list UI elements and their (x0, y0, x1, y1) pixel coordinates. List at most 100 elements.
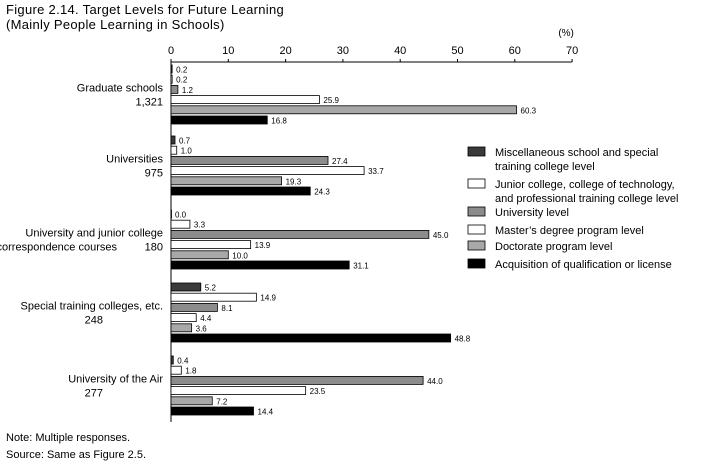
bar (170, 396, 213, 406)
data-label: 4.4 (200, 314, 212, 323)
legend-label: training college level (495, 161, 595, 173)
legend-swatch (467, 240, 486, 251)
bar (170, 176, 282, 186)
category-label: correspondence courses (0, 242, 117, 254)
x-tick-label: 50 (451, 45, 463, 57)
legend-swatch (467, 146, 486, 157)
bar (170, 313, 197, 323)
legend-label: Acquisition of qualification or license (495, 259, 672, 271)
data-label: 1.8 (185, 367, 197, 376)
data-label: 1.0 (181, 147, 193, 156)
data-label: 7.2 (216, 397, 228, 406)
bar (170, 292, 257, 302)
data-label: 16.8 (271, 117, 287, 126)
bar (170, 365, 182, 375)
legend-swatch (467, 178, 486, 189)
bar (170, 115, 268, 125)
chart-subtitle: (Mainly People Learning in Schools) (6, 17, 225, 32)
data-label: 33.7 (368, 167, 384, 176)
bar (170, 186, 311, 196)
bar (170, 85, 179, 94)
data-label: 8.1 (221, 304, 233, 313)
category-count: 248 (85, 315, 103, 327)
data-label: 60.3 (521, 106, 537, 115)
legend-swatch (467, 224, 486, 235)
data-label: 48.8 (455, 335, 471, 344)
source-text: Source: Same as Figure 2.5. (6, 449, 147, 461)
data-label: 24.3 (314, 188, 330, 197)
data-label: 5.2 (205, 284, 217, 293)
legend-label: Master’s degree program level (495, 225, 644, 237)
chart-notes: Note: Multiple responses. Source: Same a… (6, 430, 146, 464)
x-tick-label: 60 (509, 45, 521, 57)
data-label: 23.5 (310, 387, 326, 396)
legend-label: Miscellaneous school and special (495, 147, 658, 159)
data-label: 0.4 (177, 357, 189, 366)
bar (170, 219, 191, 229)
data-label: 0.2 (176, 66, 188, 75)
category-label: Graduate schools (77, 83, 164, 95)
bar (170, 260, 350, 270)
note-text: Note: Multiple responses. (6, 432, 131, 444)
bar (170, 375, 424, 385)
legend-label: University level (495, 207, 569, 219)
data-label: 3.3 (194, 221, 206, 230)
category-label: Special training colleges, etc. (21, 301, 163, 313)
x-tick-label: 10 (222, 45, 234, 57)
bar (170, 64, 173, 74)
x-tick-label: 30 (337, 45, 349, 57)
bar (170, 229, 430, 239)
x-tick-label: 20 (279, 45, 291, 57)
data-label: 19.3 (286, 177, 302, 186)
bar (170, 135, 176, 145)
legend-swatch (467, 206, 486, 217)
bar (170, 250, 229, 260)
chart-title: Figure 2.14. Target Levels for Future Le… (6, 2, 285, 17)
legend-label: and professional training college level (495, 193, 678, 205)
bar (170, 145, 178, 155)
bar (170, 155, 329, 165)
bar (170, 240, 252, 250)
category-count: 1,321 (135, 97, 163, 109)
legend-label: Doctorate program level (495, 241, 612, 253)
unit-label: (%) (558, 28, 574, 39)
category-label: University of the Air (68, 374, 163, 386)
category-count: 180 (145, 242, 163, 254)
bar (170, 105, 517, 115)
bar (170, 386, 307, 396)
x-tick-label: 0 (168, 45, 174, 57)
data-label: 13.9 (255, 241, 271, 250)
data-label: 3.6 (196, 324, 208, 333)
data-label: 31.1 (353, 262, 369, 271)
bar (170, 282, 202, 292)
data-label: 0.2 (176, 76, 188, 85)
chart-title-block: Figure 2.14. Target Levels for Future Le… (6, 2, 284, 32)
data-label: 25.9 (323, 96, 339, 105)
category-count: 975 (145, 168, 163, 180)
data-label: 44.0 (427, 377, 443, 386)
bar (170, 406, 254, 416)
category-label: University and junior college (25, 228, 163, 240)
bar (170, 95, 320, 104)
bar (170, 302, 218, 312)
data-label: 0.7 (179, 137, 191, 146)
bar (170, 74, 173, 84)
data-label: 14.9 (260, 294, 276, 303)
legend-swatch (467, 258, 486, 269)
bar (170, 209, 172, 219)
data-label: 27.4 (332, 157, 348, 166)
legend-label: Junior college, college of technology, (495, 179, 675, 191)
category-label: Universities (106, 154, 163, 166)
bar (170, 323, 193, 333)
data-label: 0.0 (175, 211, 187, 220)
bar (170, 355, 174, 365)
x-tick-label: 40 (394, 45, 406, 57)
bar (170, 333, 452, 343)
x-tick-label: 70 (566, 45, 578, 57)
data-label: 14.4 (258, 408, 274, 417)
data-label: 10.0 (232, 251, 248, 260)
data-label: 1.2 (182, 86, 194, 95)
data-label: 45.0 (433, 231, 449, 240)
category-count: 277 (85, 388, 103, 400)
